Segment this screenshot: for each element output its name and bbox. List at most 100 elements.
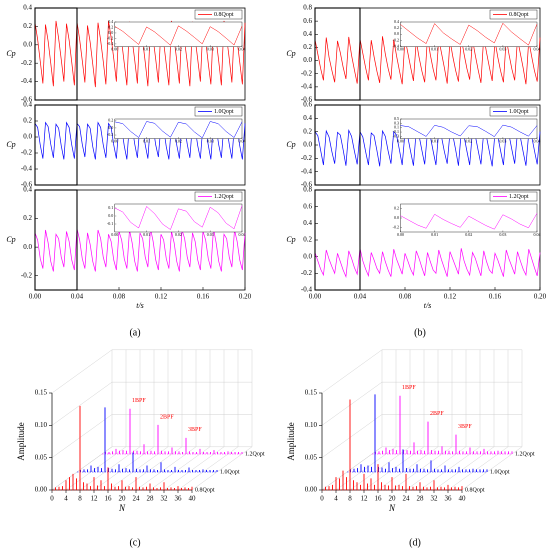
x-tick-label: 0.08	[113, 293, 126, 301]
inset-x-tick-label: 0.02	[465, 139, 472, 144]
y-tick-label: 0.2	[23, 117, 32, 125]
y-tick-label: -0.6	[301, 181, 313, 189]
inset-line	[400, 213, 538, 230]
series-label: 0.8Qopt	[465, 487, 485, 493]
inset-frame	[114, 203, 243, 233]
x-tick-label: 0.20	[534, 293, 547, 301]
y-tick-label: -0.2	[301, 269, 313, 277]
y-tick-label: 0.4	[303, 30, 312, 38]
inset-y-tick-label: 0.0	[108, 125, 113, 130]
y-tick-label: 0.4	[23, 4, 32, 12]
inset-y-tick-label: -0.4	[393, 44, 399, 49]
inset-x-tick-label: 0.02	[175, 139, 182, 144]
inset-x-tick-label: 0.03	[499, 139, 506, 144]
inset-y-tick-label: -0.1	[393, 129, 399, 134]
y-tick-label: 0.6	[303, 202, 312, 210]
y-tick-label: -0.4	[301, 82, 313, 90]
y-axis-label: Amplitude	[286, 422, 296, 461]
x-tick-label: 12	[361, 495, 369, 503]
annotation: 3BPF	[188, 427, 202, 433]
x-tick-label: 0.00	[29, 293, 42, 301]
y-tick-label: -0.6	[21, 96, 33, 104]
x-axis-label: t/s	[136, 301, 144, 310]
inset-y-tick-label: 0.5	[394, 116, 399, 121]
inset-line	[400, 22, 538, 46]
y-tick-label: 0.05	[305, 453, 318, 461]
inset-frame	[400, 203, 538, 233]
inset-x-tick-label: 0.04	[534, 232, 541, 237]
y-tick-label: 0.10	[305, 421, 318, 429]
inset-x-tick-label: 0.02	[175, 47, 182, 52]
legend-label: 0.8Qopt	[509, 12, 529, 18]
x-tick-label: 20	[119, 495, 127, 503]
inset-x-tick-label: 0.01	[431, 232, 438, 237]
inset-y-tick-label: -0.2	[107, 35, 113, 40]
legend-box	[194, 191, 243, 202]
annotation: 1BPF	[402, 385, 416, 391]
x-tick-label: 40	[189, 495, 197, 503]
y-tick-label: 0.4	[303, 114, 312, 122]
series-label: 1.2Qopt	[245, 451, 265, 457]
annotation: 2BPF	[430, 411, 444, 417]
x-tick-label: 8	[78, 495, 82, 503]
inset-y-tick-label: 0.1	[108, 205, 113, 210]
x-tick-label: 28	[147, 495, 155, 503]
y-tick-label: -0.2	[21, 149, 33, 157]
x-tick-label: 0.16	[197, 293, 210, 301]
y-tick-label: 0.0	[23, 40, 32, 48]
y-tick-label: -0.2	[21, 271, 33, 279]
y-tick-label: -0.4	[21, 165, 33, 173]
grid-line	[321, 349, 383, 394]
inset-x-tick-label: 0.04	[239, 232, 246, 237]
data-line	[314, 248, 541, 279]
inset-y-tick-label: 0.2	[108, 118, 113, 123]
y-tick-label: -0.4	[21, 77, 33, 85]
y-tick-label: 0.4	[23, 186, 32, 194]
y-tick-label: 0.10	[35, 421, 48, 429]
panel-label: (a)	[129, 327, 140, 338]
y-tick-label: 0.8	[303, 186, 312, 194]
legend-label: 1.2Qopt	[214, 194, 234, 200]
inset-frame	[400, 118, 538, 139]
x-axis-label: t/s	[424, 301, 432, 310]
inset-x-tick-label: 0.04	[239, 47, 246, 52]
inset-x-tick-label: 0.03	[499, 47, 506, 52]
y-axis-label: Cp	[6, 140, 15, 149]
series-label: 1.0Qopt	[490, 469, 510, 475]
inset-y-tick-label: 0.2	[394, 206, 399, 211]
y-tick-label: 0.2	[23, 22, 32, 30]
legend-label: 1.0Qopt	[214, 109, 234, 115]
inset-x-tick-label: 0.02	[175, 232, 182, 237]
inset-x-tick-label: 0.03	[207, 139, 214, 144]
zoom-box	[314, 104, 361, 186]
zoom-box	[34, 104, 78, 186]
y-tick-label: 0.00	[35, 486, 48, 494]
inset-y-tick-label: -0.2	[107, 132, 113, 137]
x-tick-label: 32	[161, 495, 169, 503]
y-tick-label: 0.0	[303, 252, 312, 260]
zoom-box	[34, 189, 78, 291]
zoom-box	[314, 189, 361, 291]
x-tick-label: 8	[348, 495, 352, 503]
inset-line	[114, 205, 243, 230]
y-axis-label: Cp	[286, 140, 295, 149]
inset-y-tick-label: -0.2	[393, 224, 399, 229]
inset-x-tick-label: 0.00	[397, 232, 404, 237]
inset-y-tick-label: 0.0	[394, 31, 399, 36]
zoom-box	[314, 7, 361, 101]
x-tick-label: 16	[105, 495, 113, 503]
x-tick-label: 20	[389, 495, 397, 503]
inset-y-tick-label: -0.4	[107, 41, 113, 46]
y-axis-label: Amplitude	[16, 422, 26, 461]
x-axis-label: N	[388, 503, 396, 513]
y-tick-label: 0.4	[303, 219, 312, 227]
y-axis-label: Cp	[6, 235, 15, 244]
y-axis-label: Cp	[6, 49, 15, 58]
x-tick-label: 0.04	[354, 293, 367, 301]
x-tick-label: 0.08	[399, 293, 412, 301]
x-tick-label: 28	[417, 495, 425, 503]
y-tick-label: 0.6	[303, 101, 312, 109]
y-tick-label: -0.6	[301, 96, 313, 104]
legend-box	[489, 191, 538, 202]
annotation: 1BPF	[132, 398, 146, 404]
